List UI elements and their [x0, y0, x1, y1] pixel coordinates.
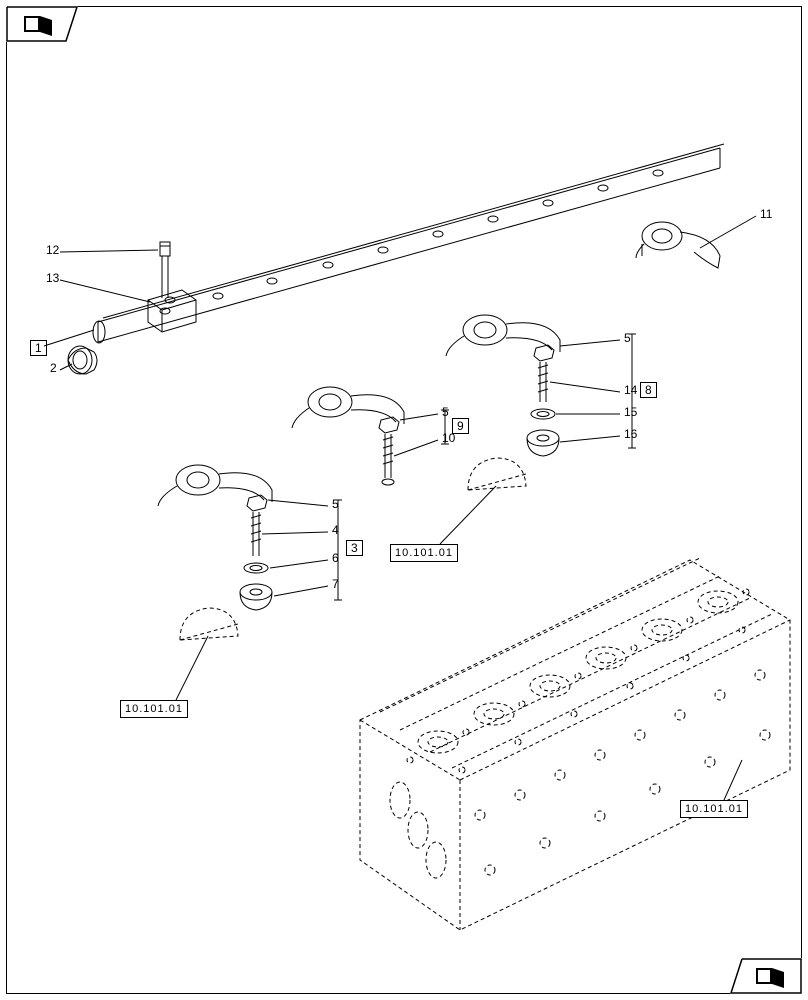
callout-6: 6	[332, 552, 339, 564]
valve-insert-left	[180, 608, 238, 640]
callout-15: 15	[624, 406, 637, 418]
callout-4: 4	[332, 524, 339, 536]
callout-11: 11	[760, 208, 772, 220]
ref-box-3: 10.101.01	[680, 800, 748, 818]
end-plug-left	[68, 346, 97, 374]
callout-14: 14	[624, 384, 637, 396]
diagram-canvas: 1 2 12 13 11 8 5 14 15 16 9 5 10 3 5 4 6…	[0, 0, 808, 1000]
rocker-group-8	[446, 315, 560, 456]
callout-10: 10	[442, 432, 455, 444]
callout-7: 7	[332, 578, 339, 590]
rocker-group-3	[158, 465, 272, 610]
callout-5b: 5	[442, 406, 449, 418]
rocker-shaft	[93, 144, 724, 343]
callout-5c: 5	[624, 332, 631, 344]
callout-2: 2	[50, 362, 57, 374]
callout-12: 12	[46, 244, 59, 256]
callout-1: 1	[30, 340, 47, 356]
ref-box-2: 10.101.01	[390, 544, 458, 562]
callout-3: 3	[346, 540, 363, 556]
callout-5a: 5	[332, 498, 339, 510]
ref-box-1: 10.101.01	[120, 700, 188, 718]
callout-16: 16	[624, 428, 637, 440]
callout-13: 13	[46, 272, 59, 284]
shaft-bolt	[160, 242, 170, 298]
valve-insert-right	[468, 458, 526, 490]
cylinder-head	[360, 558, 790, 930]
rocker-group-9	[292, 387, 404, 485]
callout-8: 8	[640, 382, 657, 398]
rocker-arm-right	[636, 222, 720, 268]
exploded-drawing	[0, 0, 808, 1000]
